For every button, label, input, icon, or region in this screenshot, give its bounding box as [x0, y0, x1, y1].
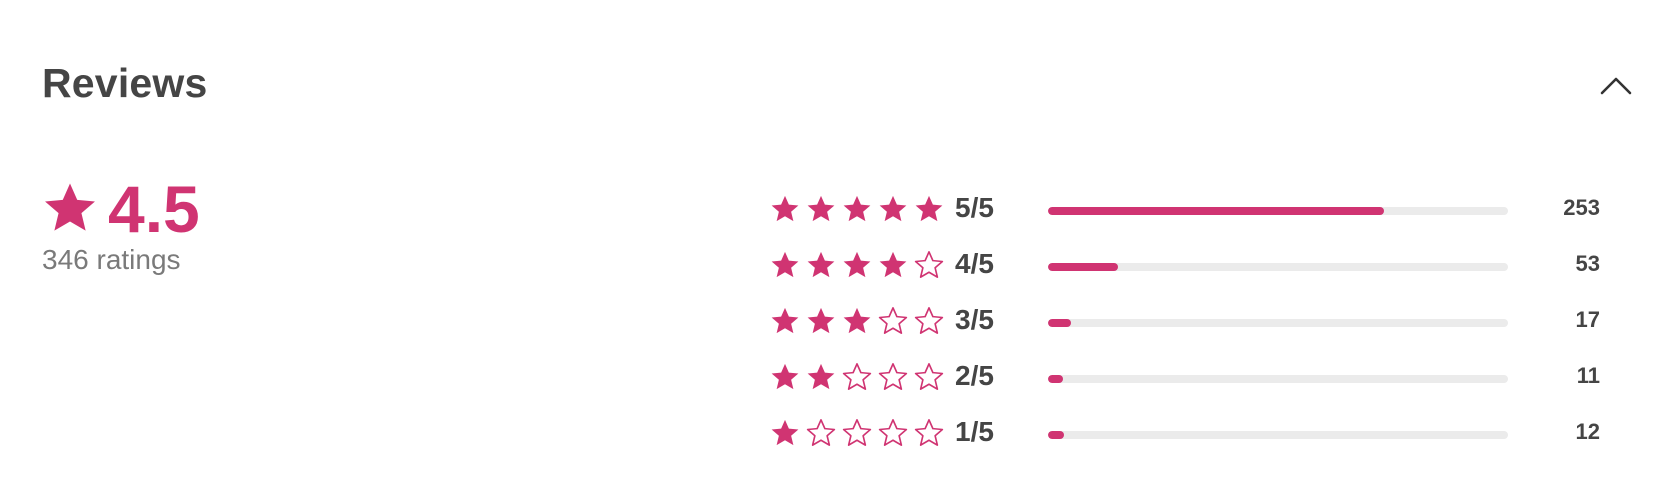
star-outline-icon [806, 419, 836, 446]
star-filled-icon [807, 363, 835, 390]
star-rating [770, 306, 950, 336]
rating-count: 53 [1575, 251, 1600, 276]
rating-row-1[interactable]: 1/5 12 [770, 414, 1620, 470]
star-filled-icon [915, 195, 943, 222]
rating-bar-fill [1048, 263, 1119, 271]
star-filled-icon [45, 183, 95, 231]
rating-row-4[interactable]: 4/5 53 [770, 246, 1620, 302]
star-rating [770, 194, 950, 224]
star-filled-icon [807, 195, 835, 222]
star-rating [770, 250, 950, 280]
rating-label: 1/5 [955, 416, 994, 447]
rating-count: 11 [1576, 363, 1600, 388]
ratings-count: 346 ratings [42, 244, 181, 275]
rating-count: 253 [1563, 195, 1600, 220]
star-filled-icon [771, 251, 799, 278]
rating-bar-fill [1048, 207, 1384, 215]
rating-bar [1048, 375, 1508, 383]
star-outline-icon [914, 363, 944, 390]
star-filled-icon [771, 195, 799, 222]
star-outline-icon [842, 419, 872, 446]
chevron-up-icon [1600, 77, 1632, 95]
star-filled-icon [771, 307, 799, 334]
rating-label: 4/5 [955, 248, 994, 279]
overall-rating: 4.5 346 ratings [42, 176, 200, 276]
star-rating [770, 362, 950, 392]
star-outline-icon [878, 363, 908, 390]
rating-count: 12 [1575, 419, 1600, 444]
rating-bar-fill [1048, 375, 1063, 383]
rating-bar [1048, 263, 1508, 271]
rating-row-2[interactable]: 2/5 11 [770, 358, 1620, 414]
rating-row-5[interactable]: 5/5 253 [770, 190, 1620, 246]
rating-bar [1048, 431, 1508, 439]
rating-row-3[interactable]: 3/5 17 [770, 302, 1620, 358]
star-outline-icon [878, 307, 908, 334]
rating-breakdown: 5/5 253 4/5 53 3/5 17 2/5 11 1/5 12 [770, 190, 1620, 470]
rating-bar-fill [1048, 319, 1071, 327]
rating-bar [1048, 207, 1508, 215]
rating-bar [1048, 319, 1508, 327]
star-filled-icon [843, 251, 871, 278]
star-outline-icon [914, 251, 944, 278]
star-filled-icon [879, 251, 907, 278]
reviews-title: Reviews [42, 60, 208, 106]
rating-bar-fill [1048, 431, 1065, 439]
star-filled-icon [807, 251, 835, 278]
collapse-button[interactable] [1596, 66, 1636, 106]
star-rating [770, 418, 950, 448]
average-rating: 4.5 [108, 172, 200, 246]
star-filled-icon [843, 195, 871, 222]
star-outline-icon [842, 363, 872, 390]
star-outline-icon [878, 419, 908, 446]
star-filled-icon [771, 363, 799, 390]
rating-label: 5/5 [955, 192, 994, 223]
star-outline-icon [914, 307, 944, 334]
rating-label: 2/5 [955, 360, 994, 391]
star-filled-icon [771, 419, 799, 446]
rating-count: 17 [1575, 307, 1600, 332]
star-filled-icon [807, 307, 835, 334]
star-filled-icon [843, 307, 871, 334]
star-outline-icon [914, 419, 944, 446]
star-filled-icon [879, 195, 907, 222]
rating-label: 3/5 [955, 304, 994, 335]
